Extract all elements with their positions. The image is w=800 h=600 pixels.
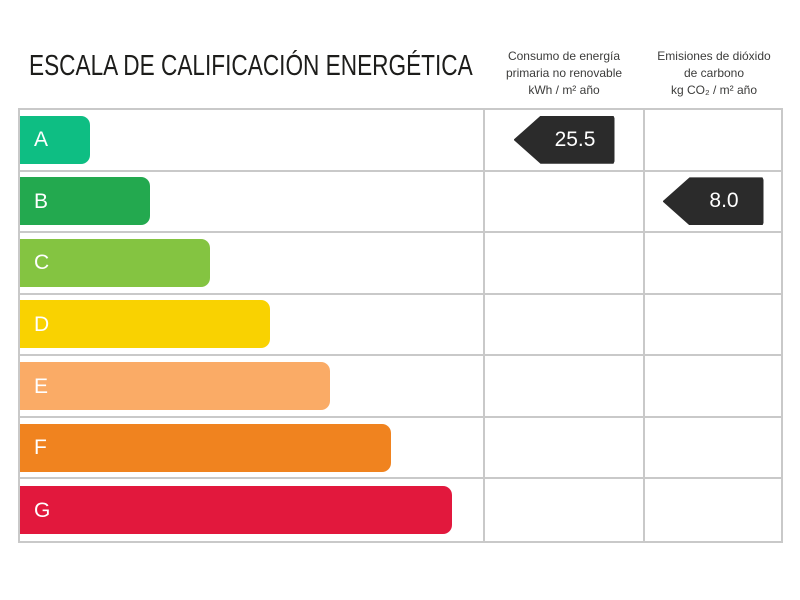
rating-row-C-bar-cell: C bbox=[20, 233, 485, 295]
consumption-cell-C bbox=[485, 233, 645, 295]
rating-bar-G: G bbox=[20, 486, 452, 535]
rating-letter-G: G bbox=[34, 498, 51, 522]
emissions-cell-D bbox=[645, 295, 781, 357]
emissions-cell-B: 8.0 bbox=[645, 172, 781, 234]
consumption-cell-F bbox=[485, 417, 645, 480]
rating-letter-F: F bbox=[34, 436, 47, 460]
consumption-header-units: kWh / m² año bbox=[528, 83, 600, 97]
rating-row-B-bar-cell: B bbox=[20, 171, 485, 234]
rating-row-A-bar-cell: A bbox=[20, 110, 485, 172]
emissions-header-line1: Emisiones de dióxido bbox=[657, 49, 771, 63]
emissions-header-line2: de carbono bbox=[683, 66, 745, 80]
emissions-value: 8.0 bbox=[709, 189, 739, 213]
rating-bar-A: A bbox=[20, 115, 90, 164]
consumption-cell-E bbox=[485, 356, 645, 418]
rating-bar-E: E bbox=[20, 362, 330, 411]
column-header-emissions: Emisiones de dióxido de carbono kg CO₂ /… bbox=[645, 48, 783, 99]
consumption-cell-B bbox=[485, 171, 645, 234]
emissions-cell-C bbox=[645, 233, 781, 295]
rating-row-E-bar-cell: E bbox=[20, 356, 485, 418]
rating-letter-B: B bbox=[34, 189, 49, 213]
rating-letter-A: A bbox=[34, 128, 49, 152]
rating-bar-F: F bbox=[20, 423, 391, 472]
rating-bar-B: B bbox=[20, 177, 150, 226]
consumption-cell-G bbox=[485, 479, 645, 541]
consumption-value-arrow: 25.5 bbox=[513, 115, 615, 164]
consumption-value: 25.5 bbox=[554, 127, 596, 151]
emissions-header-units: kg CO₂ / m² año bbox=[670, 83, 757, 97]
consumption-header-line2: primaria no renovable bbox=[505, 66, 623, 80]
rating-row-D-bar-cell: D bbox=[20, 294, 485, 357]
emissions-cell-A bbox=[645, 110, 781, 172]
rating-bar-C: C bbox=[20, 238, 210, 287]
rating-row-G-bar-cell: G bbox=[20, 479, 485, 541]
rating-row-F-bar-cell: F bbox=[20, 417, 485, 480]
rating-letter-D: D bbox=[34, 312, 50, 336]
page-title: ESCALA DE CALIFICACIÓN ENERGÉTICA bbox=[29, 50, 473, 82]
consumption-cell-D bbox=[485, 294, 645, 357]
rating-letter-E: E bbox=[34, 374, 49, 398]
rating-table: A 25.5 B 8.0 C D E F G bbox=[18, 108, 783, 543]
emissions-cell-G bbox=[645, 479, 781, 541]
consumption-cell-A: 25.5 bbox=[485, 110, 645, 172]
emissions-value-arrow: 8.0 bbox=[662, 177, 764, 226]
rating-bar-D: D bbox=[20, 300, 270, 349]
emissions-cell-E bbox=[645, 356, 781, 418]
rating-letter-C: C bbox=[34, 251, 50, 275]
emissions-cell-F bbox=[645, 418, 781, 480]
column-header-consumption: Consumo de energía primaria no renovable… bbox=[483, 48, 645, 99]
consumption-header-line1: Consumo de energía bbox=[507, 49, 621, 63]
